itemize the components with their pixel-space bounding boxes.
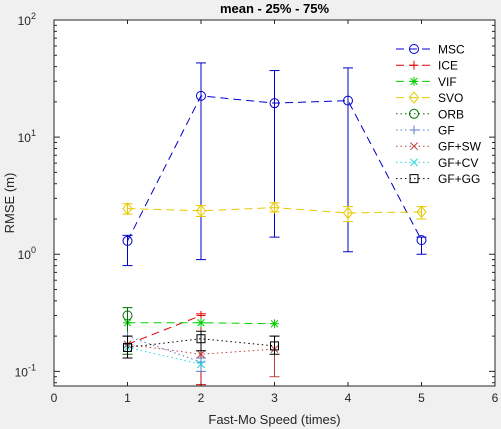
x-axis-label: Fast-Mo Speed (times) [208, 412, 340, 427]
legend-item-ice: ICE [396, 59, 458, 73]
legend-marker [408, 91, 420, 104]
data-point [416, 235, 427, 246]
legend-label: GF [438, 124, 455, 138]
y-tick-label: 102 [18, 11, 36, 28]
legend-item-orb: ORB [396, 107, 464, 121]
x-tick-label: 5 [418, 391, 425, 405]
data-series-layer [122, 62, 427, 386]
legend-label: GF+SW [438, 140, 482, 154]
series-msc [122, 62, 427, 267]
data-point [197, 350, 205, 359]
legend-marker [410, 158, 418, 167]
legend-label: VIF [438, 75, 457, 89]
legend-label: GF+GG [438, 172, 480, 186]
x-tick-label: 1 [124, 391, 131, 405]
x-tick-label: 6 [492, 391, 499, 405]
legend: MSC ICE VIF SVO ORB GF GF+SW GF+CV GF+GG [396, 43, 482, 186]
legend-item-gf-cv: GF+CV [396, 156, 478, 170]
legend-item-gf: GF [396, 124, 455, 138]
data-point [196, 334, 206, 344]
x-tick-label: 2 [198, 391, 205, 405]
series-svo [122, 201, 427, 223]
legend-label: ORB [438, 107, 464, 121]
x-tick-label: 0 [51, 391, 58, 405]
legend-marker [409, 76, 419, 86]
legend-marker [410, 142, 418, 151]
legend-marker [409, 174, 419, 184]
data-point [197, 360, 205, 369]
data-point [270, 319, 279, 329]
y-tick-label: 100 [18, 245, 36, 262]
legend-label: MSC [438, 43, 465, 57]
data-point [196, 90, 206, 101]
legend-marker [409, 125, 419, 135]
legend-marker [409, 108, 419, 119]
series-line [127, 95, 422, 242]
legend-item-gf-sw: GF+SW [396, 140, 482, 154]
y-axis-label: RMSE (m) [2, 173, 17, 234]
series-line [127, 207, 422, 214]
x-tick-label: 3 [271, 391, 278, 405]
data-point [196, 357, 206, 367]
data-point [123, 342, 132, 352]
legend-item-msc: MSC [396, 43, 465, 57]
y-tick-label: 101 [18, 128, 36, 145]
series-line [127, 315, 202, 345]
legend-marker [409, 60, 419, 70]
legend-item-gf-gg: GF+GG [396, 172, 480, 186]
data-point [269, 98, 280, 109]
data-point [196, 318, 206, 328]
y-tick-label: 10-1 [15, 362, 36, 379]
legend-label: ICE [438, 59, 458, 73]
data-point [122, 310, 133, 321]
data-point [195, 204, 207, 218]
series-line [127, 322, 275, 325]
data-point [270, 341, 279, 351]
data-point [416, 205, 427, 219]
data-point [122, 235, 133, 246]
legend-label: GF+CV [438, 156, 478, 170]
data-point [342, 206, 354, 220]
legend-item-svo: SVO [396, 91, 463, 105]
chart-title: mean - 25% - 75% [220, 1, 330, 16]
data-point [269, 201, 280, 214]
series-gf-gg [122, 330, 280, 359]
x-tick-label: 4 [345, 391, 352, 405]
legend-label: SVO [438, 91, 463, 105]
data-point [343, 95, 353, 106]
legend-item-vif: VIF [396, 75, 457, 89]
legend-marker [409, 44, 419, 54]
data-point [122, 202, 133, 215]
